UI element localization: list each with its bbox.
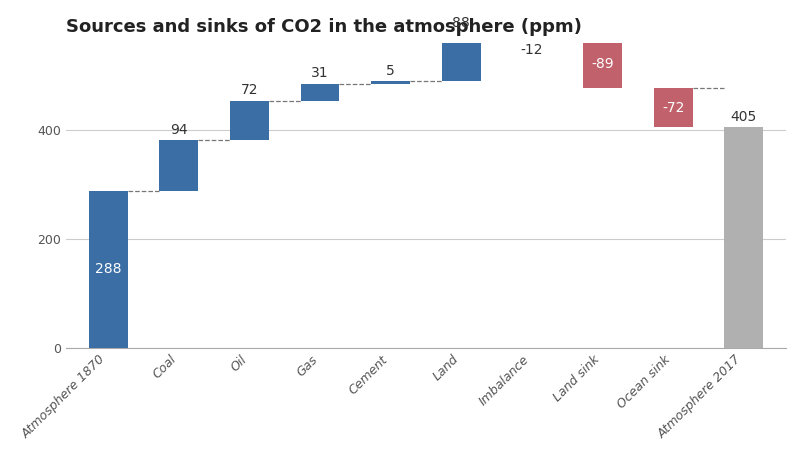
- Bar: [654, 88, 693, 127]
- Text: 31: 31: [311, 66, 329, 81]
- Bar: [230, 101, 269, 140]
- Text: -72: -72: [662, 101, 684, 115]
- Text: -89: -89: [591, 57, 614, 71]
- Bar: [371, 81, 410, 84]
- Text: 88: 88: [452, 16, 470, 30]
- Text: -12: -12: [521, 43, 543, 57]
- Bar: [583, 40, 622, 88]
- Bar: [442, 33, 481, 81]
- Bar: [301, 84, 339, 101]
- Bar: [89, 191, 127, 348]
- Text: 405: 405: [730, 110, 757, 124]
- Text: Sources and sinks of CO2 in the atmosphere (ppm): Sources and sinks of CO2 in the atmosphe…: [66, 18, 582, 36]
- Text: 288: 288: [95, 263, 122, 277]
- Text: 5: 5: [386, 64, 395, 78]
- Text: 72: 72: [241, 83, 258, 97]
- Text: 94: 94: [170, 122, 188, 136]
- Bar: [513, 33, 551, 40]
- Bar: [724, 127, 763, 348]
- Bar: [159, 140, 198, 191]
